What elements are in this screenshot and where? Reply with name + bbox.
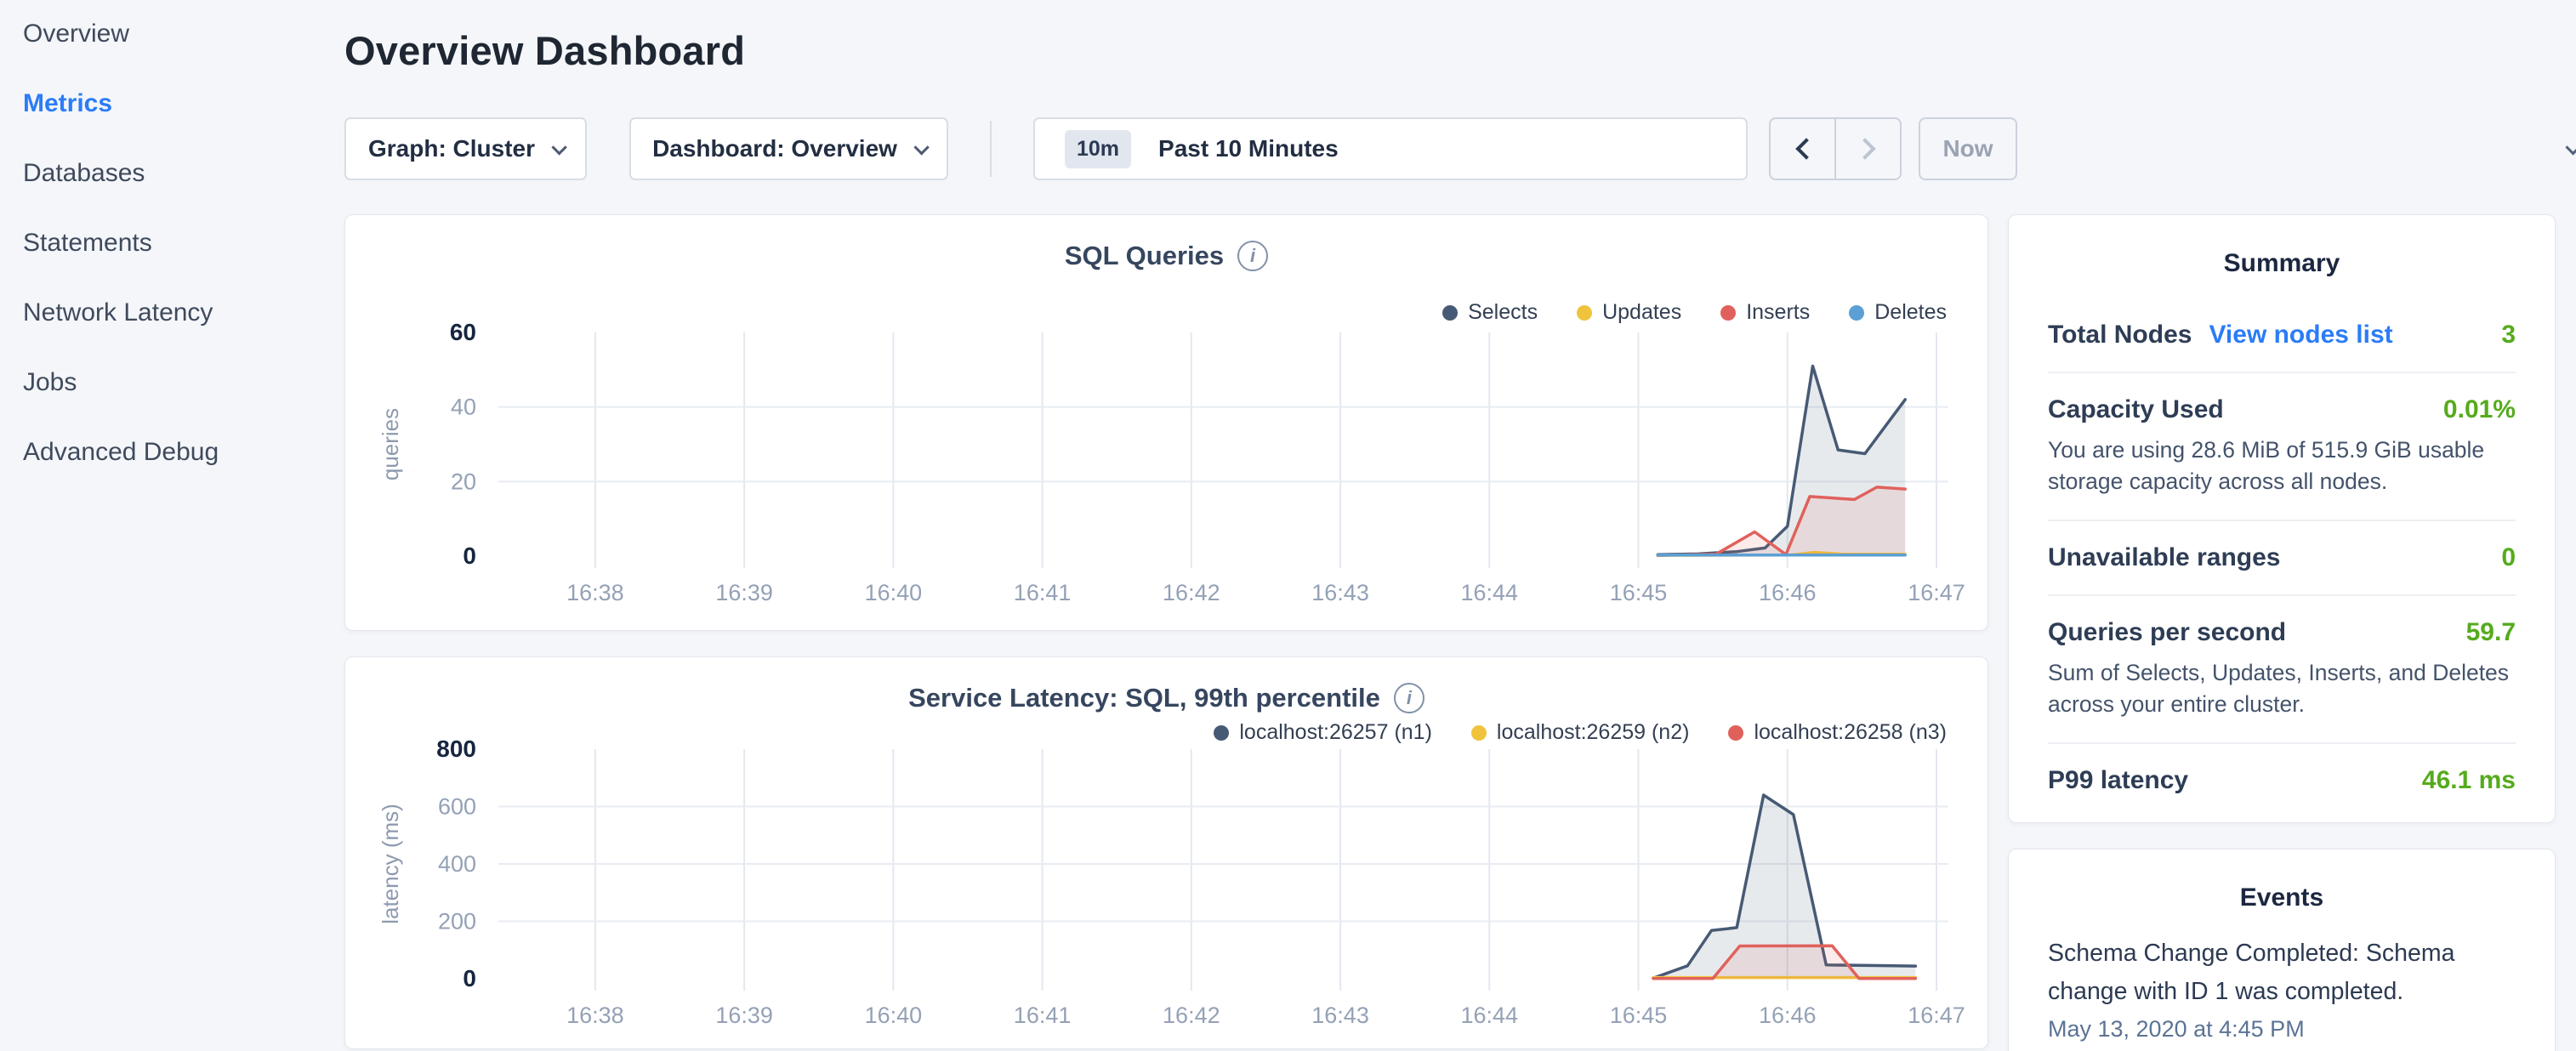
svg-text:16:43: 16:43 bbox=[1311, 580, 1369, 605]
summary-row-capacity-used: Capacity Used 0.01% You are using 28.6 M… bbox=[2048, 373, 2516, 521]
svg-text:16:44: 16:44 bbox=[1460, 1003, 1518, 1028]
summary-label: Capacity Used bbox=[2048, 395, 2224, 424]
sidebar-item-statements[interactable]: Statements bbox=[23, 228, 340, 258]
svg-text:latency (ms): latency (ms) bbox=[378, 804, 403, 924]
svg-text:800: 800 bbox=[436, 736, 476, 762]
svg-text:16:40: 16:40 bbox=[865, 580, 923, 605]
svg-text:16:42: 16:42 bbox=[1163, 580, 1220, 605]
event-message: Schema Change Completed: Schema change w… bbox=[2048, 935, 2456, 1011]
svg-text:16:44: 16:44 bbox=[1460, 580, 1518, 605]
svg-text:200: 200 bbox=[438, 909, 476, 935]
dashboard-dropdown-label: Dashboard: Overview bbox=[652, 135, 897, 162]
svg-text:600: 600 bbox=[438, 794, 476, 820]
svg-text:16:46: 16:46 bbox=[1759, 580, 1817, 605]
summary-value: 0.01% bbox=[2443, 395, 2516, 424]
sql-queries-chart-card: SQL Queries i Selects Updates Inserts De… bbox=[344, 214, 1988, 631]
summary-label: Queries per second bbox=[2048, 618, 2286, 647]
summary-value: 46.1 ms bbox=[2422, 766, 2516, 795]
summary-row-unavailable-ranges: Unavailable ranges 0 bbox=[2048, 521, 2516, 596]
summary-label: Total Nodes bbox=[2048, 321, 2192, 349]
time-range-selector[interactable]: 10m Past 10 Minutes bbox=[1033, 117, 1748, 180]
summary-value: 3 bbox=[2501, 321, 2516, 349]
summary-title: Summary bbox=[2009, 215, 2555, 278]
svg-text:16:39: 16:39 bbox=[715, 1003, 773, 1028]
summary-row-total-nodes: Total Nodes View nodes list 3 bbox=[2048, 298, 2516, 373]
svg-text:16:39: 16:39 bbox=[715, 580, 773, 605]
summary-value: 59.7 bbox=[2466, 618, 2516, 647]
time-window-pager bbox=[1769, 117, 1902, 180]
sidebar: Overview Metrics Databases Statements Ne… bbox=[0, 0, 340, 1051]
event-timestamp: May 13, 2020 at 4:45 PM bbox=[2048, 1016, 2495, 1042]
svg-text:400: 400 bbox=[438, 851, 476, 877]
summary-row-p99-latency: P99 latency 46.1 ms bbox=[2048, 744, 2516, 817]
sql-queries-chart[interactable]: 16:38 16:39 16:40 16:41 16:42 16:43 16:44 16:45… bbox=[345, 215, 1989, 632]
chevron-down-icon bbox=[913, 139, 929, 155]
sidebar-item-jobs[interactable]: Jobs bbox=[23, 367, 340, 398]
svg-text:16:46: 16:46 bbox=[1759, 1003, 1817, 1028]
dashboard-dropdown[interactable]: Dashboard: Overview bbox=[629, 117, 948, 180]
svg-text:16:40: 16:40 bbox=[865, 1003, 923, 1028]
svg-text:16:47: 16:47 bbox=[1908, 580, 1965, 605]
summary-row-queries-per-second: Queries per second 59.7 Sum of Selects, … bbox=[2048, 596, 2516, 744]
svg-text:0: 0 bbox=[463, 543, 476, 569]
sidebar-item-databases[interactable]: Databases bbox=[23, 158, 340, 189]
page-title: Overview Dashboard bbox=[344, 27, 745, 74]
chevron-left-icon bbox=[1795, 138, 1817, 159]
service-latency-chart[interactable]: 16:38 16:39 16:40 16:41 16:42 16:43 16:44 16:45… bbox=[345, 657, 1989, 1050]
time-range-label: Past 10 Minutes bbox=[1158, 135, 1339, 162]
summary-value: 0 bbox=[2501, 543, 2516, 572]
svg-text:60: 60 bbox=[450, 319, 476, 345]
events-title: Events bbox=[2009, 849, 2555, 912]
svg-text:16:45: 16:45 bbox=[1610, 580, 1668, 605]
time-range-badge: 10m bbox=[1065, 130, 1131, 168]
service-latency-chart-card: Service Latency: SQL, 99th percentile i … bbox=[344, 656, 1988, 1049]
summary-panel: Summary Total Nodes View nodes list 3 Ca… bbox=[2008, 214, 2556, 823]
admin-ui-root: Overview Metrics Databases Statements Ne… bbox=[0, 0, 2576, 1051]
summary-subtext: Sum of Selects, Updates, Inserts, and De… bbox=[2048, 657, 2516, 720]
chevron-right-icon bbox=[1854, 138, 1875, 159]
graph-scope-dropdown-label: Graph: Cluster bbox=[368, 135, 535, 162]
svg-text:40: 40 bbox=[451, 395, 476, 420]
summary-subtext: You are using 28.6 MiB of 515.9 GiB usab… bbox=[2048, 435, 2516, 497]
summary-label: Unavailable ranges bbox=[2048, 543, 2280, 572]
svg-text:queries: queries bbox=[378, 408, 403, 480]
svg-text:16:38: 16:38 bbox=[566, 1003, 624, 1028]
svg-text:16:45: 16:45 bbox=[1610, 1003, 1668, 1028]
svg-text:16:41: 16:41 bbox=[1014, 580, 1072, 605]
svg-text:16:41: 16:41 bbox=[1014, 1003, 1072, 1028]
sidebar-item-overview[interactable]: Overview bbox=[23, 19, 340, 49]
chevron-down-icon bbox=[2565, 139, 2576, 155]
svg-text:16:38: 16:38 bbox=[566, 580, 624, 605]
svg-text:16:47: 16:47 bbox=[1908, 1003, 1965, 1028]
summary-label: P99 latency bbox=[2048, 766, 2188, 795]
events-panel: Events Schema Change Completed: Schema c… bbox=[2008, 849, 2556, 1051]
next-window-button[interactable] bbox=[1836, 119, 1900, 179]
svg-text:16:42: 16:42 bbox=[1163, 1003, 1220, 1028]
graph-scope-dropdown[interactable]: Graph: Cluster bbox=[344, 117, 587, 180]
svg-text:16:43: 16:43 bbox=[1311, 1003, 1369, 1028]
view-nodes-list-link[interactable]: View nodes list bbox=[2209, 321, 2392, 349]
chevron-down-icon bbox=[551, 139, 566, 155]
svg-text:0: 0 bbox=[463, 965, 476, 991]
sidebar-item-metrics[interactable]: Metrics bbox=[23, 88, 340, 119]
sidebar-nav-list: Overview Metrics Databases Statements Ne… bbox=[0, 0, 340, 468]
prev-window-button[interactable] bbox=[1771, 119, 1836, 179]
event-list-item: Schema Change Completed: Schema change w… bbox=[2009, 912, 2555, 1042]
sidebar-item-advanced-debug[interactable]: Advanced Debug bbox=[23, 437, 340, 468]
summary-rows: Total Nodes View nodes list 3 Capacity U… bbox=[2009, 278, 2555, 817]
sidebar-item-network-latency[interactable]: Network Latency bbox=[23, 298, 340, 328]
now-button[interactable]: Now bbox=[1919, 117, 2017, 180]
toolbar-divider bbox=[990, 121, 992, 177]
svg-text:20: 20 bbox=[451, 469, 476, 494]
